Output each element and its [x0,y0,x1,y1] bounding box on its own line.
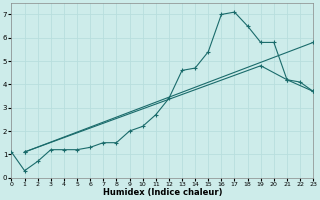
X-axis label: Humidex (Indice chaleur): Humidex (Indice chaleur) [103,188,222,197]
